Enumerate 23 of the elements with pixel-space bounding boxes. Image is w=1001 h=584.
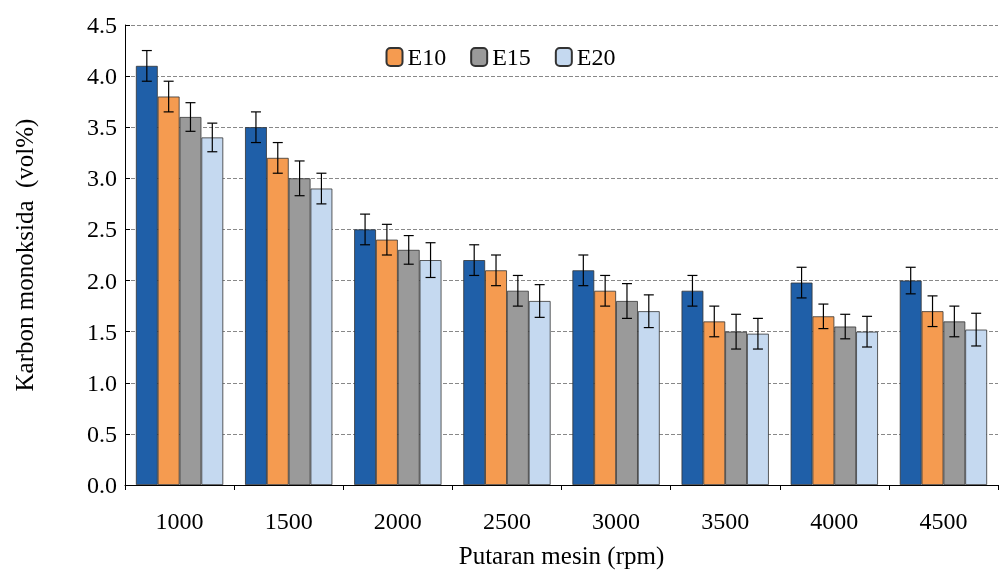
x-tick-label: 4500 (919, 508, 968, 534)
x-tick-label: 2000 (373, 508, 422, 534)
legend-label: E10 (407, 44, 447, 70)
x-tick-label: 2500 (482, 508, 531, 534)
y-axis-title: Karbon monoksida (vol%) (11, 118, 39, 392)
x-tick-label: 1000 (155, 508, 204, 534)
y-tick-label: 4.0 (87, 63, 117, 90)
y-tick-label: 0.0 (87, 472, 117, 498)
legend-label: E15 (492, 44, 531, 70)
y-tick-label: 4.5 (87, 12, 117, 38)
y-tick-label: 1.0 (87, 369, 117, 396)
legend-label: E20 (576, 44, 616, 70)
x-tick-label: 3500 (701, 508, 750, 534)
y-tick-label: 2.5 (87, 216, 117, 243)
x-tick-label: 1500 (264, 508, 313, 534)
x-axis-title: Putaran mesin (rpm) (458, 542, 665, 570)
y-tick-label: 3.5 (87, 114, 117, 141)
y-tick-label: 1.5 (87, 318, 117, 345)
y-tick-label: 2.0 (87, 267, 117, 294)
y-tick-label: 3.0 (87, 165, 117, 192)
x-tick-label: 3000 (592, 508, 641, 534)
x-tick-label: 4000 (810, 508, 859, 534)
y-tick-label: 0.5 (87, 420, 117, 447)
